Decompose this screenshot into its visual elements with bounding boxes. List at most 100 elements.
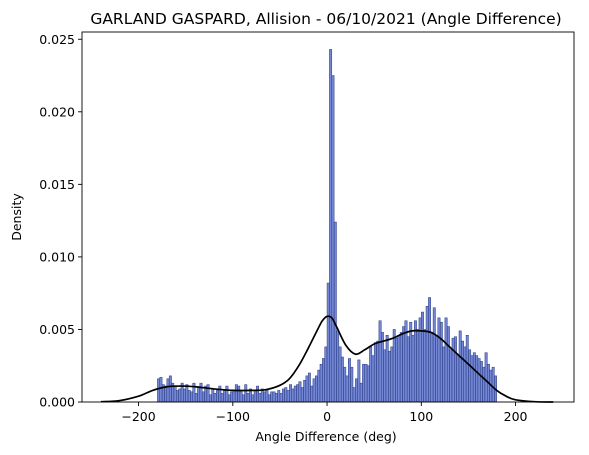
- histogram-bars: [157, 49, 497, 403]
- histogram-bar: [317, 369, 321, 403]
- histogram-bar: [225, 385, 229, 403]
- histogram-bar: [270, 391, 274, 403]
- histogram-bar: [411, 335, 415, 403]
- histogram-bar: [465, 335, 469, 403]
- histogram-bar: [303, 379, 307, 403]
- y-tick-label: 0.000: [39, 395, 75, 410]
- histogram-bar: [428, 297, 431, 403]
- histogram-bar: [442, 346, 446, 403]
- histogram-bar: [227, 394, 231, 403]
- histogram-bar: [461, 340, 464, 403]
- histogram-bar: [350, 366, 354, 403]
- histogram-bar: [208, 394, 212, 403]
- histogram-bar: [435, 335, 439, 403]
- histogram-bar: [491, 366, 495, 403]
- histogram-bar: [359, 382, 363, 403]
- histogram-bar: [409, 321, 413, 403]
- histogram-bar: [451, 337, 455, 403]
- histogram-bar: [376, 340, 380, 403]
- histogram-bar: [319, 364, 323, 403]
- histogram-bar: [326, 282, 330, 403]
- histogram-bar: [211, 388, 215, 403]
- histogram-bar: [458, 330, 462, 403]
- histogram-bar: [364, 364, 368, 403]
- histogram-bar: [296, 384, 300, 403]
- histogram-bar: [345, 375, 349, 403]
- histogram-bar: [456, 353, 460, 403]
- histogram-bar: [397, 335, 401, 403]
- histogram-bar: [237, 385, 241, 403]
- histogram-bar: [390, 346, 394, 403]
- histogram-bar: [416, 329, 420, 403]
- histogram-bar: [258, 393, 262, 403]
- histogram-bar: [432, 307, 436, 403]
- histogram-bar: [472, 352, 476, 403]
- histogram-bar: [336, 330, 340, 403]
- y-tick-label: 0.015: [39, 177, 75, 192]
- x-axis-label: Angle Difference (deg): [255, 429, 396, 444]
- histogram-bar: [482, 366, 486, 403]
- histogram-bar: [383, 349, 387, 403]
- histogram-bar: [190, 391, 193, 403]
- histogram-bar: [425, 305, 429, 403]
- histogram-bar: [439, 321, 443, 403]
- histogram-bar: [388, 350, 391, 403]
- histogram-bar: [479, 361, 483, 403]
- histogram-bar: [352, 387, 356, 403]
- histogram-bar: [263, 391, 267, 403]
- x-tick-label: −200: [121, 409, 155, 424]
- histogram-bar: [274, 393, 278, 403]
- histogram-bar: [468, 349, 472, 403]
- x-tick-label: 0: [323, 409, 331, 424]
- y-tick-label: 0.020: [39, 104, 75, 119]
- histogram-bar: [289, 384, 292, 403]
- histogram-bar: [307, 372, 311, 403]
- y-tick-label: 0.025: [39, 32, 75, 47]
- histogram-bar: [333, 221, 337, 403]
- histogram-bar: [291, 388, 295, 403]
- histogram-bar: [272, 391, 276, 403]
- histogram-bar: [454, 336, 457, 403]
- histogram-bar: [216, 390, 219, 403]
- histogram-bar: [267, 394, 271, 403]
- x-tick-label: 200: [504, 409, 528, 424]
- histogram-bar: [194, 393, 198, 403]
- histogram-bar: [230, 391, 234, 403]
- histogram-bar: [430, 332, 434, 403]
- histogram-bar: [166, 378, 170, 403]
- histogram-bar: [277, 390, 281, 403]
- histogram-bar: [282, 388, 285, 403]
- histogram-bar: [220, 393, 224, 403]
- histogram-bar: [178, 388, 182, 403]
- histogram-bar: [246, 393, 250, 403]
- histogram-bar: [399, 332, 403, 403]
- histogram-bar: [331, 75, 335, 403]
- histogram-bar: [312, 378, 316, 403]
- histogram-bar: [197, 387, 201, 403]
- histogram-bar: [265, 390, 269, 403]
- histogram-bar: [183, 388, 186, 403]
- histogram-bar: [293, 385, 297, 403]
- kde-curve: [100, 315, 554, 403]
- histogram-bar: [253, 390, 257, 403]
- histogram-bar: [366, 365, 370, 403]
- histogram-bar: [168, 375, 172, 403]
- y-axis-ticks: 0.000 0.005 0.010 0.015 0.020 0.025: [39, 32, 82, 410]
- histogram-bar: [298, 381, 302, 403]
- histogram-bar: [176, 390, 179, 403]
- x-tick-label: −100: [216, 409, 250, 424]
- histogram-bar: [484, 352, 488, 403]
- histogram-bar: [446, 326, 450, 403]
- y-tick-label: 0.010: [39, 249, 75, 264]
- histogram-bar: [315, 375, 318, 403]
- y-axis-label: Density: [9, 193, 24, 241]
- histogram-bar: [357, 359, 361, 403]
- plot-frame: [81, 31, 575, 403]
- histogram-bar: [284, 387, 288, 403]
- histogram-bar: [201, 391, 205, 403]
- histogram-bar: [329, 49, 333, 403]
- histogram-bar: [423, 329, 427, 403]
- histogram-bar: [223, 390, 226, 403]
- histogram-bar: [463, 346, 467, 403]
